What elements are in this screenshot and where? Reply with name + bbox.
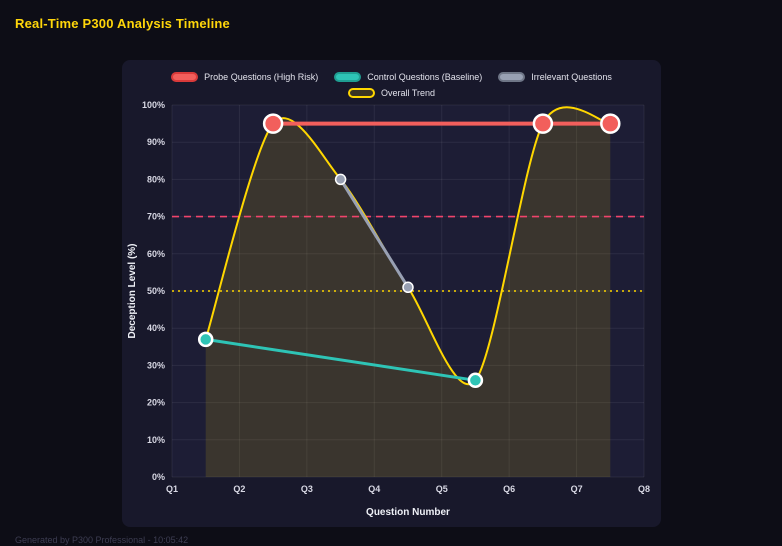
chart-card: Probe Questions (High Risk) Control Quest… [122,60,661,527]
y-tick-label: 90% [147,137,165,147]
legend-label: Irrelevant Questions [531,72,612,82]
legend-swatch-trend [347,88,375,98]
y-tick-label: 100% [142,100,165,110]
y-tick-label: 70% [147,212,165,222]
legend-label: Probe Questions (High Risk) [204,72,319,82]
legend-label: Control Questions (Baseline) [367,72,483,82]
y-tick-label: 20% [147,398,165,408]
x-tick-label: Q5 [436,484,448,494]
control-point[interactable] [197,331,214,348]
legend-label: Overall Trend [380,88,436,98]
y-tick-label: 10% [147,435,165,445]
x-tick-label: Q1 [166,484,178,494]
legend-swatch-probe [171,72,199,82]
x-tick-label: Q3 [301,484,313,494]
irrelevant-line [339,177,410,289]
control-line [204,337,477,382]
legend-swatch-control [334,72,362,82]
irrelevant-point[interactable] [334,173,347,186]
y-tick-label: 30% [147,360,165,370]
timeline-chart: Q1 Q2 Q3 Q4 Q5 Q6 Q7 Q8 0% 10% 20% 30% 40% 50% 60% 70% 8… [127,100,650,518]
x-tick-label: Q7 [571,484,583,494]
legend-item-control[interactable]: Control Questions (Baseline) [334,72,482,82]
chart-legend: Probe Questions (High Risk) Control Quest… [122,72,661,98]
y-tick-label: 80% [147,174,165,184]
page-title: Real-Time P300 Analysis Timeline [15,16,230,31]
y-tick-label: 50% [147,286,165,296]
x-tick-label: Q6 [503,484,515,494]
x-tick-label: Q8 [638,484,650,494]
x-tick-label: Q2 [233,484,245,494]
control-point[interactable] [467,372,484,389]
x-axis-title: Question Number [366,507,450,518]
y-tick-label: 0% [152,472,165,482]
legend-item-irrelevant[interactable]: Irrelevant Questions [498,72,612,82]
irrelevant-point[interactable] [402,281,414,294]
legend-item-probe[interactable]: Probe Questions (High Risk) [171,72,318,82]
probe-point[interactable] [262,113,284,134]
legend-item-trend[interactable]: Overall Trend [347,88,436,98]
probe-point[interactable] [600,113,621,134]
legend-row: Probe Questions (High Risk) Control Quest… [171,72,612,82]
y-tick-label: 60% [147,249,165,259]
footer-text: Generated by P300 Professional - 10:05:4… [15,535,189,545]
legend-row: Overall Trend [347,88,436,98]
x-tick-label: Q4 [368,484,380,494]
y-tick-label: 40% [147,323,165,333]
probe-point[interactable] [532,113,554,134]
legend-swatch-irrelevant [498,72,526,82]
y-axis-title: Deception Level (%) [127,243,138,338]
